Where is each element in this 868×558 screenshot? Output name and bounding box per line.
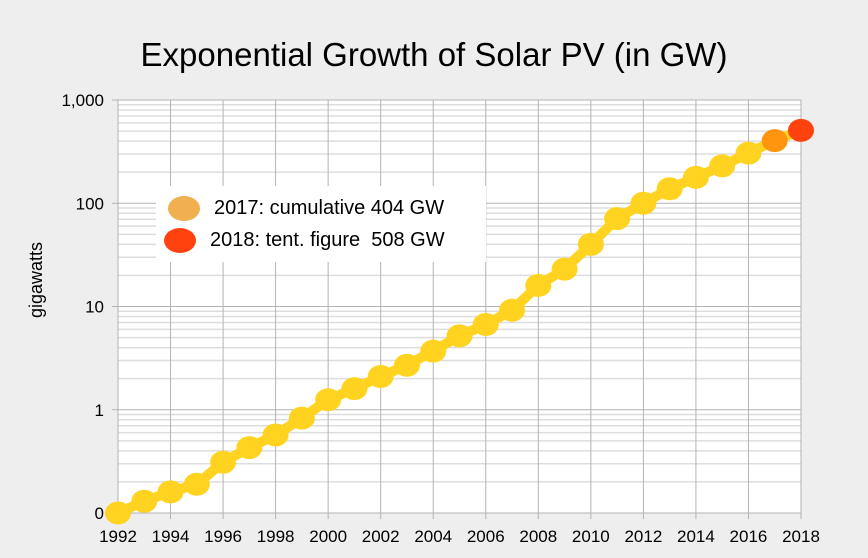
x-tick-label: 2000	[309, 527, 347, 546]
data-point-2006	[472, 312, 499, 336]
legend-label: 2017: cumulative 404 GW	[214, 197, 445, 219]
y-tick-label: 1,000	[61, 91, 104, 110]
data-point-1998	[262, 423, 289, 447]
legend-marker	[164, 228, 196, 253]
data-point-2011	[604, 207, 631, 231]
x-tick-label: 2006	[467, 527, 505, 546]
x-tick-label: 1992	[99, 527, 137, 546]
x-tick-label: 1996	[204, 527, 242, 546]
data-point-2007	[499, 298, 526, 322]
x-tick-label: 2010	[572, 527, 610, 546]
data-point-2015	[709, 154, 736, 178]
x-tick-label: 2004	[414, 527, 452, 546]
data-point-2016	[735, 141, 762, 165]
y-tick-label: 0	[95, 504, 104, 523]
data-point-2005	[446, 324, 473, 348]
x-tick-label: 2018	[782, 527, 820, 546]
data-point-1994	[157, 480, 184, 504]
x-tick-label: 2008	[519, 527, 557, 546]
legend-item-2017: 2017: cumulative 404 GW	[168, 196, 444, 221]
data-point-2017	[761, 129, 788, 153]
x-tick-label: 2002	[362, 527, 400, 546]
y-axis-label: gigawatts	[26, 241, 46, 318]
x-tick-label: 1994	[152, 527, 190, 546]
data-point-2008	[525, 273, 552, 297]
chart-title: Exponential Growth of Solar PV (in GW)	[140, 36, 728, 73]
data-point-2002	[367, 364, 394, 388]
data-point-1997	[236, 436, 263, 460]
x-tick-label: 2016	[730, 527, 768, 546]
x-tick-label: 2012	[624, 527, 662, 546]
data-point-2014	[682, 165, 709, 189]
legend-item-2018: 2018: tent. figure 508 GW	[164, 228, 445, 253]
x-tick-label: 1998	[257, 527, 295, 546]
y-tick-label: 10	[85, 298, 104, 317]
legend-marker	[168, 196, 200, 221]
legend: 2017: cumulative 404 GW 2018: tent. figu…	[156, 186, 486, 262]
data-point-2012	[630, 191, 657, 215]
data-point-2004	[420, 339, 447, 363]
y-tick-label: 100	[76, 194, 104, 213]
data-point-2001	[341, 377, 368, 401]
data-point-2018	[788, 118, 814, 142]
data-point-1996	[210, 450, 237, 474]
data-point-2000	[315, 388, 342, 412]
data-point-1993	[131, 489, 158, 513]
x-tick-label: 2014	[677, 527, 715, 546]
legend-label: 2018: tent. figure 508 GW	[210, 229, 445, 251]
data-point-1999	[288, 406, 315, 430]
data-point-1995	[183, 472, 210, 496]
y-tick-label: 1	[95, 401, 104, 420]
data-point-2013	[656, 177, 683, 201]
data-point-1992	[105, 501, 131, 525]
data-point-2010	[577, 232, 604, 256]
data-point-2009	[551, 257, 578, 281]
data-point-2003	[393, 353, 420, 377]
